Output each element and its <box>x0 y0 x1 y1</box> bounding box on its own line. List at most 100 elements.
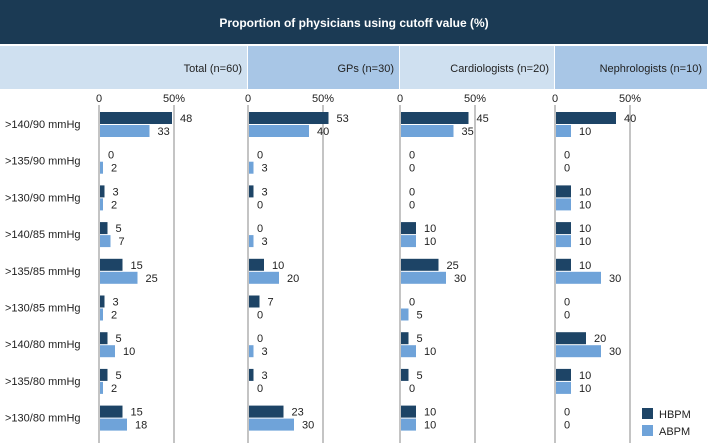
tick-label: 0 <box>96 93 102 105</box>
bar-abpm <box>100 161 103 174</box>
bar-abpm <box>249 271 279 284</box>
bar-hbpm <box>249 112 329 124</box>
data-label: 30 <box>609 273 621 285</box>
data-label: 0 <box>564 163 570 175</box>
bar-hbpm <box>100 222 108 235</box>
data-label: 0 <box>257 199 263 211</box>
bar-abpm <box>100 198 103 211</box>
bar-abpm <box>100 235 111 248</box>
data-label: 33 <box>158 126 170 138</box>
panel-title: Total (n=60) <box>184 63 242 75</box>
bar-abpm <box>100 125 150 137</box>
data-label: 10 <box>123 346 135 358</box>
data-label: 2 <box>111 383 117 395</box>
data-label: 0 <box>409 383 415 395</box>
data-label: 20 <box>594 333 606 345</box>
data-label: 10 <box>579 236 591 248</box>
bar-hbpm <box>100 112 172 124</box>
data-label: 2 <box>111 199 117 211</box>
bar-hbpm <box>401 368 409 381</box>
bar-hbpm <box>556 112 616 124</box>
data-label: 10 <box>579 223 591 235</box>
legend-swatch <box>642 408 653 419</box>
data-label: 7 <box>119 236 125 248</box>
tick-label: 50% <box>619 93 641 105</box>
data-label: 5 <box>116 333 122 345</box>
data-label: 0 <box>409 297 415 309</box>
bar-hbpm <box>100 405 123 418</box>
data-label: 0 <box>108 150 114 162</box>
bar-abpm <box>556 345 601 358</box>
panel-title: Nephrologists (n=10) <box>600 63 702 75</box>
data-label: 7 <box>268 297 274 309</box>
category-label: >135/80 mmHg <box>5 376 81 388</box>
data-label: 5 <box>417 370 423 382</box>
tick-label: 0 <box>245 93 251 105</box>
data-label: 10 <box>424 420 436 432</box>
tick-label: 50% <box>163 93 185 105</box>
data-label: 2 <box>111 310 117 322</box>
data-label: 15 <box>131 260 143 272</box>
category-label: >140/80 mmHg <box>5 339 81 351</box>
panel-header-2 <box>400 46 554 89</box>
data-label: 10 <box>579 126 591 138</box>
tick-label: 0 <box>397 93 403 105</box>
bar-abpm <box>556 235 571 248</box>
data-label: 2 <box>111 163 117 175</box>
category-label: >130/80 mmHg <box>5 413 81 425</box>
bar-hbpm <box>249 258 264 271</box>
panel-header-1 <box>248 46 399 89</box>
data-label: 0 <box>257 150 263 162</box>
bar-abpm <box>401 271 446 284</box>
bar-hbpm <box>401 112 469 124</box>
data-label: 20 <box>287 273 299 285</box>
bar-hbpm <box>401 405 416 418</box>
data-label: 3 <box>262 236 268 248</box>
category-label: >135/90 mmHg <box>5 156 81 168</box>
bar-abpm <box>100 381 103 394</box>
bar-abpm <box>249 235 254 248</box>
data-label: 40 <box>317 126 329 138</box>
bar-abpm <box>401 345 416 358</box>
bar-hbpm <box>100 185 105 198</box>
data-label: 5 <box>417 333 423 345</box>
bar-abpm <box>100 345 115 358</box>
data-label: 3 <box>262 163 268 175</box>
data-label: 10 <box>579 186 591 198</box>
data-label: 0 <box>409 163 415 175</box>
bar-hbpm <box>556 332 586 345</box>
bar-hbpm <box>249 295 260 308</box>
bar-abpm <box>401 125 454 137</box>
title-band <box>0 0 708 44</box>
data-label: 10 <box>579 199 591 211</box>
data-label: 10 <box>424 236 436 248</box>
bar-hbpm <box>249 185 254 198</box>
bar-hbpm <box>401 332 409 345</box>
data-label: 10 <box>579 383 591 395</box>
data-label: 0 <box>257 223 263 235</box>
bar-hbpm <box>249 368 254 381</box>
bar-abpm <box>401 308 409 321</box>
data-label: 0 <box>409 186 415 198</box>
data-label: 30 <box>302 420 314 432</box>
bar-abpm <box>249 418 294 431</box>
bar-hbpm <box>401 258 439 271</box>
data-label: 35 <box>462 126 474 138</box>
data-label: 0 <box>257 310 263 322</box>
category-label: >140/90 mmHg <box>5 119 81 131</box>
bar-hbpm <box>556 258 571 271</box>
bar-abpm <box>556 198 571 211</box>
category-label: >140/85 mmHg <box>5 229 81 241</box>
data-label: 3 <box>113 186 119 198</box>
bar-abpm <box>249 345 254 358</box>
bar-abpm <box>100 271 138 284</box>
data-label: 10 <box>424 346 436 358</box>
bar-abpm <box>556 125 571 137</box>
bar-hbpm <box>100 258 123 271</box>
category-label: >130/85 mmHg <box>5 303 81 315</box>
legend-label: ABPM <box>659 426 690 438</box>
data-label: 10 <box>579 260 591 272</box>
chart-title: Proportion of physicians using cutoff va… <box>219 16 488 30</box>
category-label: >135/85 mmHg <box>5 266 81 278</box>
data-label: 5 <box>116 370 122 382</box>
